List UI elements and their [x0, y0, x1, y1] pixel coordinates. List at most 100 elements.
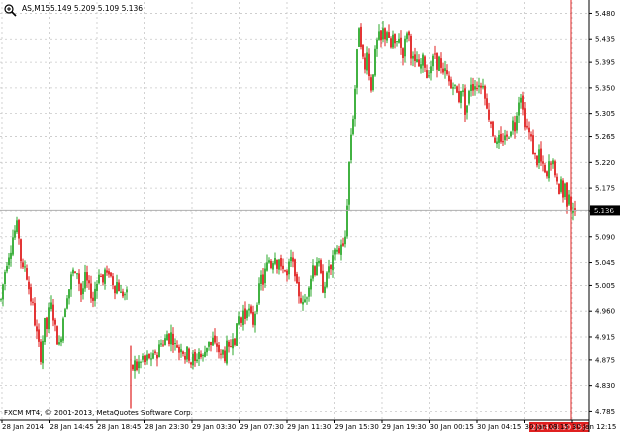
candle-bear: [54, 319, 56, 325]
candle-bull: [318, 260, 320, 264]
cursor-time-label: 2014.01.30 15:25: [531, 424, 593, 432]
candle-bull: [316, 262, 318, 276]
y-tick-label: 5.480: [595, 10, 615, 18]
chart-header: AS,M15 5.149 5.209 5.109 5.136: [4, 4, 143, 17]
candle-bull: [288, 261, 290, 275]
candle-bear: [322, 270, 324, 293]
candle-bull: [206, 347, 208, 353]
candle-bull: [258, 283, 260, 304]
candle-bull: [138, 361, 140, 369]
candle-bear: [244, 308, 246, 319]
candle-bull: [126, 289, 128, 293]
candle-bull: [340, 244, 342, 255]
candle-bull: [246, 310, 248, 319]
candle-bull: [256, 304, 258, 312]
candle-bear: [148, 354, 150, 359]
candle-bull: [68, 289, 70, 299]
candle-bull: [420, 64, 422, 69]
candle-bull: [404, 38, 406, 57]
candle-bear: [400, 37, 402, 48]
candle-bull: [208, 341, 210, 347]
current-price-label-bg: [590, 205, 620, 216]
candle-bear: [574, 208, 576, 211]
candle-bear: [26, 268, 28, 280]
candle-bear: [434, 53, 436, 55]
candle-bear: [36, 326, 38, 332]
candle-bear: [34, 303, 36, 326]
candle-bull: [496, 141, 498, 145]
candle-bear: [530, 134, 532, 137]
candle-bull: [24, 266, 26, 268]
candle-bear: [522, 95, 524, 110]
candle-bear: [500, 133, 502, 142]
candle-bull: [260, 274, 262, 285]
candle-bull: [538, 149, 540, 163]
zoom-icon[interactable]: [4, 4, 17, 17]
y-tick-label: 5.305: [595, 110, 615, 118]
candle-bear: [190, 362, 192, 365]
candle-bull: [468, 91, 470, 104]
candle-bear: [112, 276, 114, 286]
candle-bear: [532, 135, 534, 155]
candle-bear: [162, 344, 164, 346]
candle-bull: [274, 258, 276, 264]
candle-bear: [550, 163, 552, 165]
candle-bull: [552, 160, 554, 165]
candle-bear: [88, 280, 90, 284]
candle-bear: [90, 283, 92, 299]
candle-bull: [64, 309, 66, 318]
candle-bull: [354, 88, 356, 120]
candle-bear: [528, 127, 530, 133]
candle-bull: [84, 272, 86, 289]
candle-bear: [536, 155, 538, 166]
candle-bear: [484, 86, 486, 99]
candle-bear: [418, 59, 420, 67]
candle-bull: [372, 74, 374, 90]
candle-bull: [406, 33, 408, 39]
candle-bull: [374, 48, 376, 76]
candle-bear: [286, 270, 288, 276]
candle-bear: [388, 32, 390, 38]
candle-bear: [494, 137, 496, 143]
candle-bull: [140, 361, 142, 363]
candle-bull: [196, 359, 198, 362]
chart-grid: [0, 2, 589, 420]
candle-bear: [330, 264, 332, 270]
candle-bear: [554, 161, 556, 176]
candle-bull: [302, 301, 304, 305]
candle-bull: [14, 230, 16, 238]
candle-bear: [276, 259, 278, 269]
candle-bull: [444, 68, 446, 72]
candle-bear: [476, 87, 478, 90]
candle-bull: [278, 259, 280, 270]
candle-bear: [544, 165, 546, 173]
candle-bull: [428, 75, 430, 77]
candle-bull: [366, 52, 368, 71]
candle-bear: [200, 353, 202, 358]
candle-bull: [48, 307, 50, 330]
candle-bull: [454, 84, 456, 86]
candle-bull: [412, 55, 414, 59]
candle-bull: [44, 317, 46, 343]
y-tick-label: 5.350: [595, 84, 615, 92]
x-tick-label: 29 Jan 11:30: [287, 423, 331, 431]
candle-bull: [516, 115, 518, 131]
candle-bull: [170, 332, 172, 345]
x-tick-label: 29 Jan 15:30: [335, 423, 379, 431]
candle-bull: [378, 31, 380, 40]
candle-bear: [228, 341, 230, 347]
x-tick-label: 30 Jan 08:15: [525, 423, 569, 431]
candle-bull: [116, 282, 118, 294]
candle-bear: [156, 354, 158, 359]
candle-bear: [28, 281, 30, 290]
candle-bull: [482, 85, 484, 88]
candle-bull: [518, 102, 520, 116]
x-tick-label: 28 Jan 18:45: [97, 423, 141, 431]
candle-bull: [504, 135, 506, 141]
candle-bear: [338, 248, 340, 254]
y-tick-label: 5.435: [595, 36, 615, 44]
candle-bull: [460, 90, 462, 103]
